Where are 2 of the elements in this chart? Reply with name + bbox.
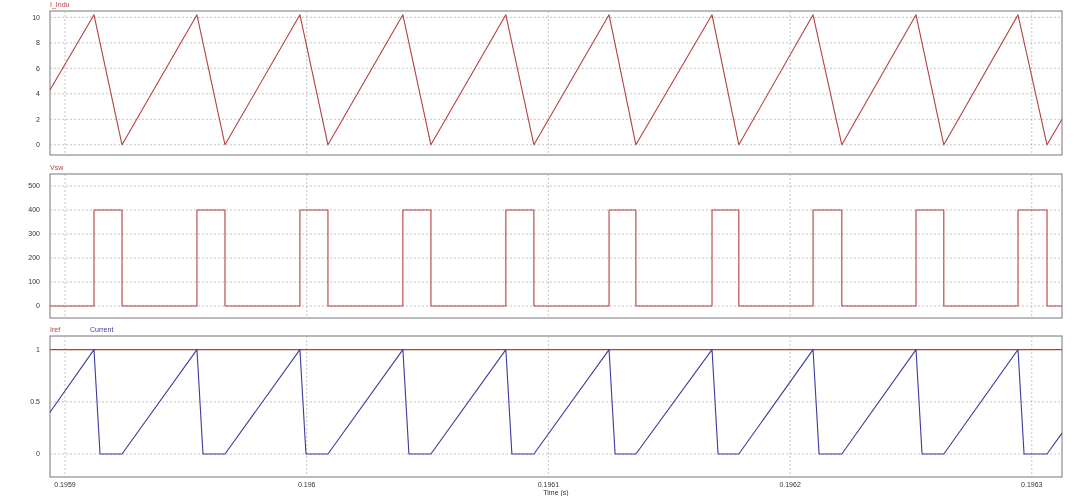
line-series — [49, 349, 1063, 455]
line-series — [49, 14, 1063, 146]
